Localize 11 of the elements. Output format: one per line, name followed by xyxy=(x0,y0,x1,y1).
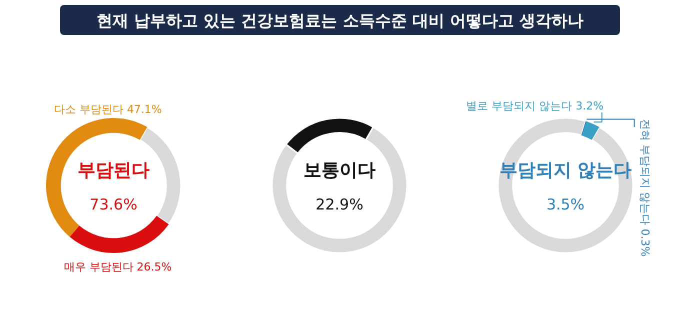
text: 3.5% xyxy=(546,196,585,214)
text: 부담된다 xyxy=(78,160,150,181)
slice-label: 매우 부담된다 26.5% xyxy=(64,260,172,274)
slice-label: 다소 부담된다 47.1% xyxy=(54,102,162,116)
text: 22.9% xyxy=(316,196,364,214)
text: 73.6% xyxy=(90,196,138,214)
text: 보통이다 xyxy=(304,160,376,181)
text: 현재 납부하고 있는 건강보험료는 소득수준 대비 어떻다고 생각하나 xyxy=(96,10,584,32)
text: 부담되지 않는다 xyxy=(499,160,632,181)
slice-label: 별로 부담되지 않는다 3.2% xyxy=(466,99,604,112)
slice-label: 전혀 부담되지 않는다 0.3% xyxy=(638,119,652,257)
